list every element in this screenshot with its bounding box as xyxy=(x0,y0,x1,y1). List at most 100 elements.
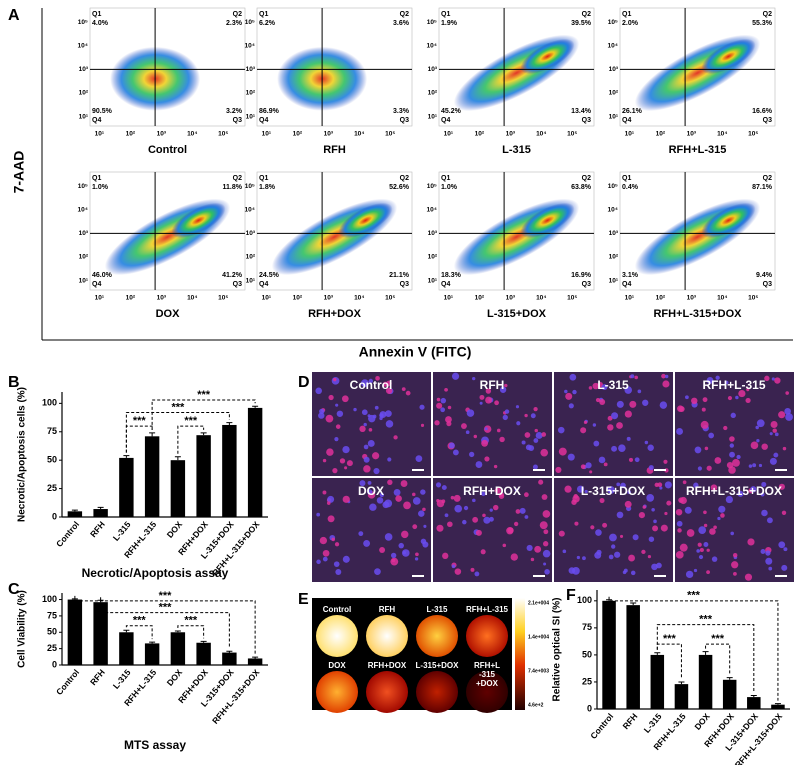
cell xyxy=(706,570,710,575)
cell xyxy=(685,570,694,579)
quadrant-value: 6.2% xyxy=(259,20,276,27)
cell xyxy=(642,399,649,406)
quadrant-label: Q1 xyxy=(622,175,631,182)
quadrant-label: Q4 xyxy=(259,281,268,288)
cell xyxy=(628,457,634,462)
y-axis-title: Cell Viability (%) xyxy=(17,590,28,668)
panel-letter: B xyxy=(8,374,20,391)
cell xyxy=(535,431,543,439)
cell xyxy=(736,454,741,460)
flow-tick-label: 10³ xyxy=(428,66,438,73)
y-tick-label: 100 xyxy=(42,594,57,604)
cell xyxy=(750,441,759,450)
bar xyxy=(144,643,160,665)
y-tick-label: 25 xyxy=(582,676,592,686)
error-bar xyxy=(678,681,685,685)
cell xyxy=(737,490,744,497)
cell xyxy=(773,452,779,458)
cell xyxy=(379,416,383,421)
cell xyxy=(724,380,729,385)
cell xyxy=(322,549,330,557)
cell xyxy=(772,428,777,433)
cell xyxy=(373,467,380,475)
bar xyxy=(67,599,83,665)
cell xyxy=(393,488,401,496)
cell xyxy=(574,521,579,526)
quadrant-value: 39.5% xyxy=(571,20,592,27)
quadrant-label: Q3 xyxy=(582,117,591,124)
colorbar-label: 2.1e+004 xyxy=(528,600,549,606)
cell xyxy=(616,400,624,408)
panel-letter: C xyxy=(8,581,20,598)
cell xyxy=(630,374,635,379)
flow-density xyxy=(453,198,580,276)
cell xyxy=(616,422,623,429)
x-tick-label: RFH xyxy=(88,519,107,539)
cell xyxy=(502,414,508,421)
cell xyxy=(387,457,392,462)
cell xyxy=(479,401,483,405)
flow-tick-label: 10⁴ xyxy=(717,295,727,302)
cell xyxy=(708,432,715,439)
flow-tick-label: 10¹ xyxy=(428,113,437,120)
cell xyxy=(401,530,409,539)
cell xyxy=(441,485,447,491)
cell xyxy=(703,510,707,515)
flow-plot-title: RFH+L-315+DOX xyxy=(653,308,742,320)
flow-tick-label: 10⁵ xyxy=(78,19,88,26)
error-bar xyxy=(774,703,781,705)
cell xyxy=(385,420,394,428)
scale-bar xyxy=(775,469,787,471)
cell xyxy=(717,516,721,521)
cell xyxy=(730,531,735,536)
density-cloud xyxy=(701,38,756,75)
cell xyxy=(463,505,469,511)
cell xyxy=(755,425,759,430)
cell xyxy=(485,396,493,404)
cell xyxy=(538,479,544,485)
cell xyxy=(319,536,328,545)
cell xyxy=(784,407,791,415)
flow-tick-label: 10³ xyxy=(428,230,438,237)
cell xyxy=(706,465,712,471)
micrograph-label: RFH xyxy=(480,378,505,392)
flow-tick-label: 10¹ xyxy=(79,113,88,120)
cell xyxy=(678,497,684,503)
cell xyxy=(481,491,486,497)
flow-tick-label: 10⁵ xyxy=(245,183,255,190)
imaging-label: RFH+L -315 +DOX xyxy=(474,661,500,688)
cell xyxy=(483,516,491,524)
cell xyxy=(738,389,746,398)
flow-tick-label: 10² xyxy=(293,131,303,138)
cell xyxy=(496,428,501,433)
label-line: RFH+DOX xyxy=(368,661,407,670)
flow-tick-label: 10¹ xyxy=(444,131,453,138)
label-line: L-315+DOX xyxy=(416,661,460,670)
flow-tick-label: 10³ xyxy=(687,131,697,138)
flow-density xyxy=(271,198,398,276)
flow-tick-label: 10² xyxy=(428,90,438,97)
cell xyxy=(363,539,371,547)
cell xyxy=(664,511,668,516)
cell xyxy=(334,542,340,547)
cell xyxy=(752,463,757,468)
cell xyxy=(515,509,521,514)
cell xyxy=(540,448,549,457)
cell xyxy=(599,399,606,405)
bar xyxy=(119,457,134,517)
cell xyxy=(675,550,684,559)
cell xyxy=(342,495,350,503)
cell xyxy=(718,505,726,513)
cell xyxy=(588,386,593,390)
density-cloud xyxy=(520,38,575,75)
cell xyxy=(493,464,498,469)
cell xyxy=(642,505,646,509)
cell xyxy=(572,567,580,575)
cell xyxy=(651,508,655,512)
imaging-label: RFH xyxy=(379,605,396,614)
significance-bracket xyxy=(151,399,256,430)
cell xyxy=(725,495,734,504)
cell xyxy=(372,452,380,460)
cell xyxy=(369,503,377,511)
cell xyxy=(679,543,688,552)
